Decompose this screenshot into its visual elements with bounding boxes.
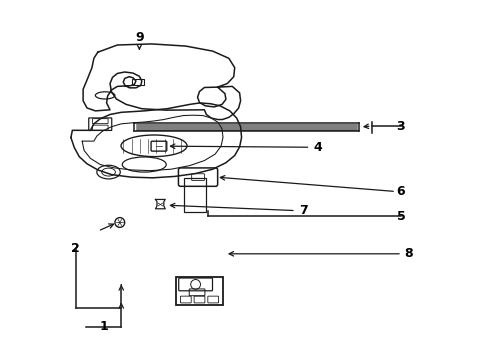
- Text: 9: 9: [135, 31, 143, 44]
- Text: 3: 3: [396, 120, 405, 132]
- Text: 1: 1: [99, 320, 108, 333]
- Text: 2: 2: [71, 242, 80, 255]
- Text: 4: 4: [313, 141, 322, 154]
- Bar: [176, 277, 223, 305]
- Text: 5: 5: [396, 210, 405, 222]
- Text: 8: 8: [403, 247, 412, 260]
- Text: 7: 7: [298, 204, 307, 217]
- Text: 6: 6: [396, 185, 405, 198]
- Bar: [183, 178, 205, 212]
